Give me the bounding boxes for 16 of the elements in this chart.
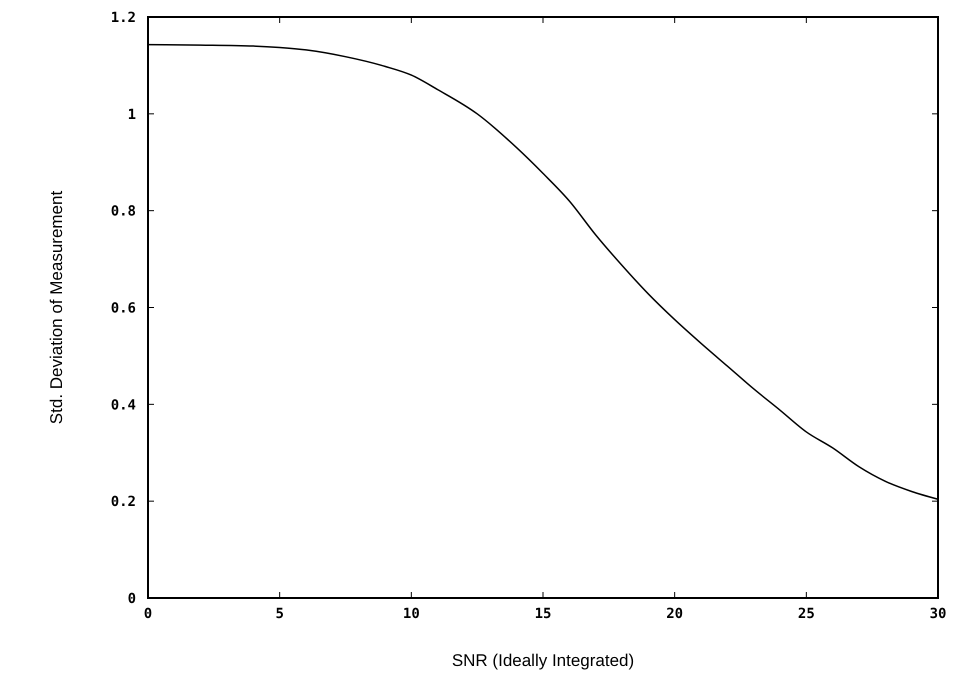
x-axis-title: SNR (Ideally Integrated) <box>452 651 634 670</box>
y-tick-label: 0.8 <box>110 204 136 220</box>
x-tick-label: 25 <box>798 606 815 622</box>
x-tick-label: 5 <box>275 606 284 622</box>
y-tick-label: 0.4 <box>110 397 136 414</box>
y-tick-label: 0.2 <box>110 494 136 510</box>
y-tick-label: 1 <box>128 106 136 123</box>
y-tick-label: 0 <box>128 591 136 607</box>
y-tick-label: 1.2 <box>110 10 136 26</box>
x-tick-label: 15 <box>534 606 552 622</box>
x-tick-label: 20 <box>666 606 684 622</box>
y-tick-label: 0.6 <box>110 300 136 316</box>
x-tick-label: 0 <box>144 606 152 622</box>
x-tick-label: 10 <box>402 606 420 622</box>
x-tick-label: 30 <box>930 606 946 622</box>
y-axis-title: Std. Deviation of Measurement <box>47 190 66 424</box>
